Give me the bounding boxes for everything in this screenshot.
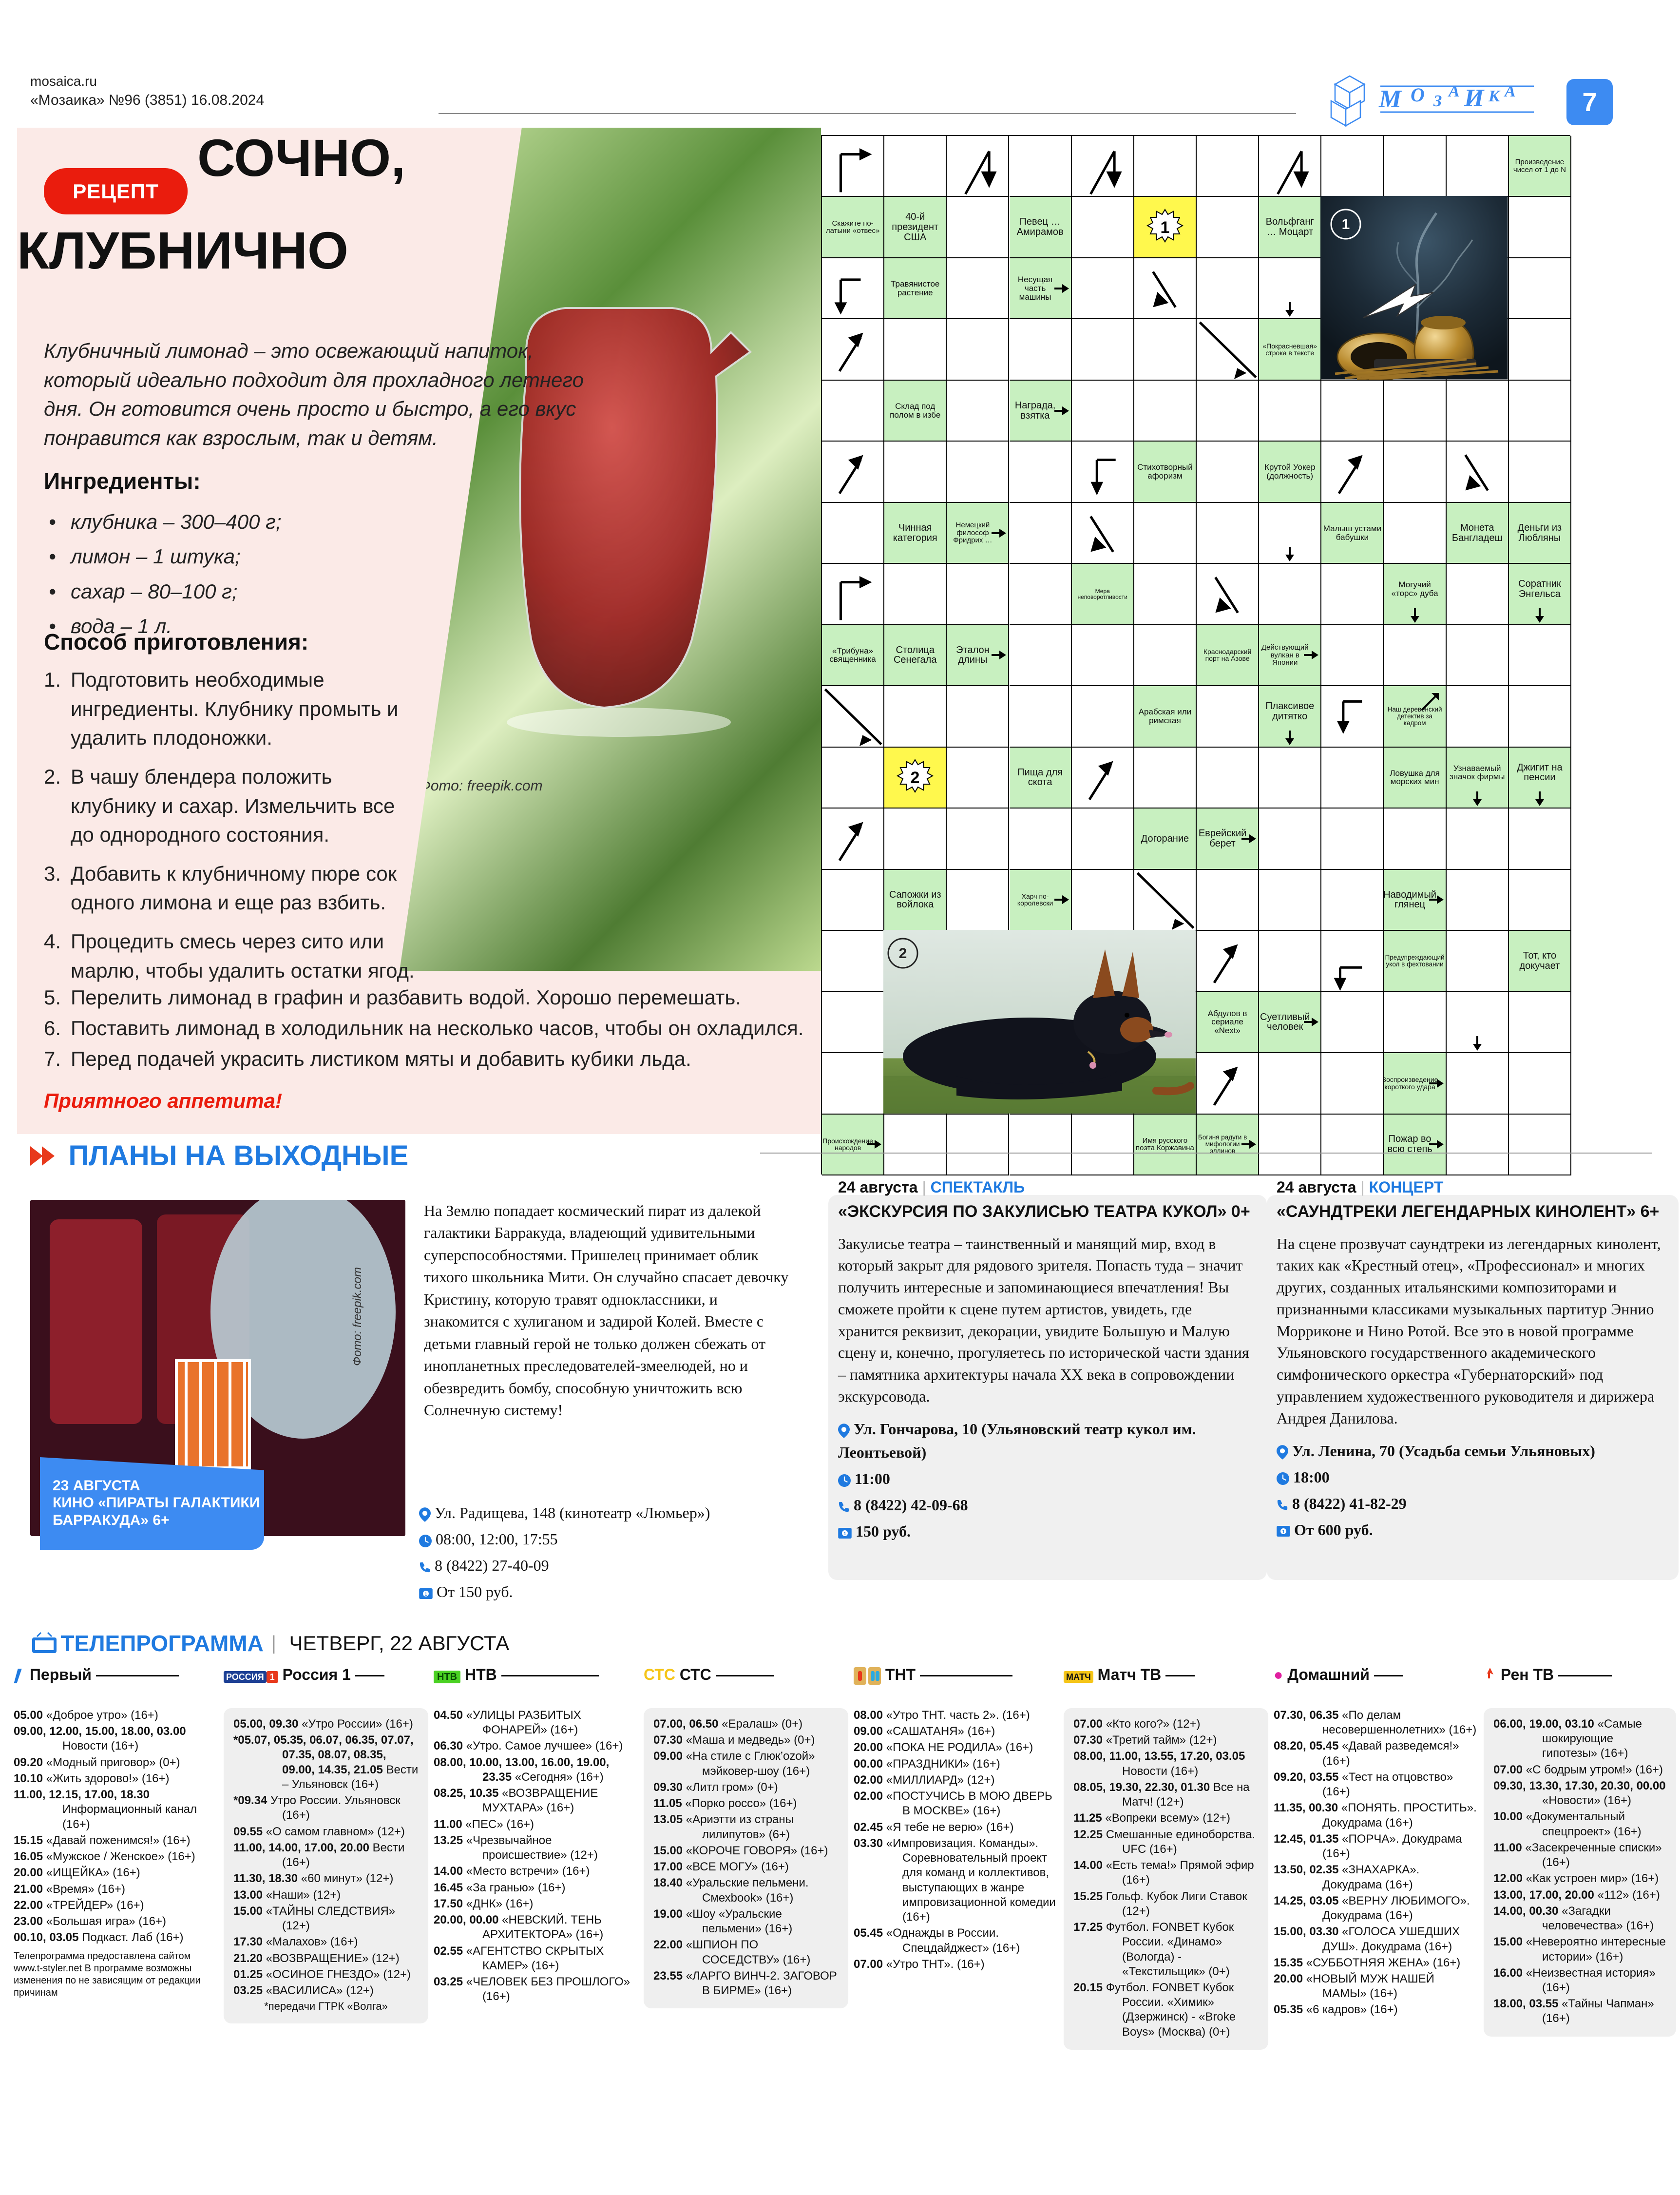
- svg-text:1: 1: [1342, 216, 1350, 232]
- svg-text:И: И: [1464, 84, 1485, 112]
- svg-text:2: 2: [899, 945, 907, 962]
- svg-text:1: 1: [1160, 218, 1169, 237]
- svg-text:Фото: freepik.com: Фото: freepik.com: [419, 778, 543, 794]
- svg-text:1: 1: [424, 1592, 427, 1597]
- svg-text:М: М: [1378, 85, 1402, 113]
- svg-text:1: 1: [1282, 1529, 1284, 1534]
- svg-text:А: А: [1448, 82, 1460, 100]
- svg-text:О: О: [1411, 84, 1425, 106]
- svg-text:А: А: [1504, 82, 1516, 100]
- svg-text:2: 2: [911, 769, 920, 787]
- svg-text:1: 1: [843, 1531, 846, 1536]
- svg-text:З: З: [1433, 92, 1442, 110]
- svg-text:К: К: [1488, 87, 1501, 105]
